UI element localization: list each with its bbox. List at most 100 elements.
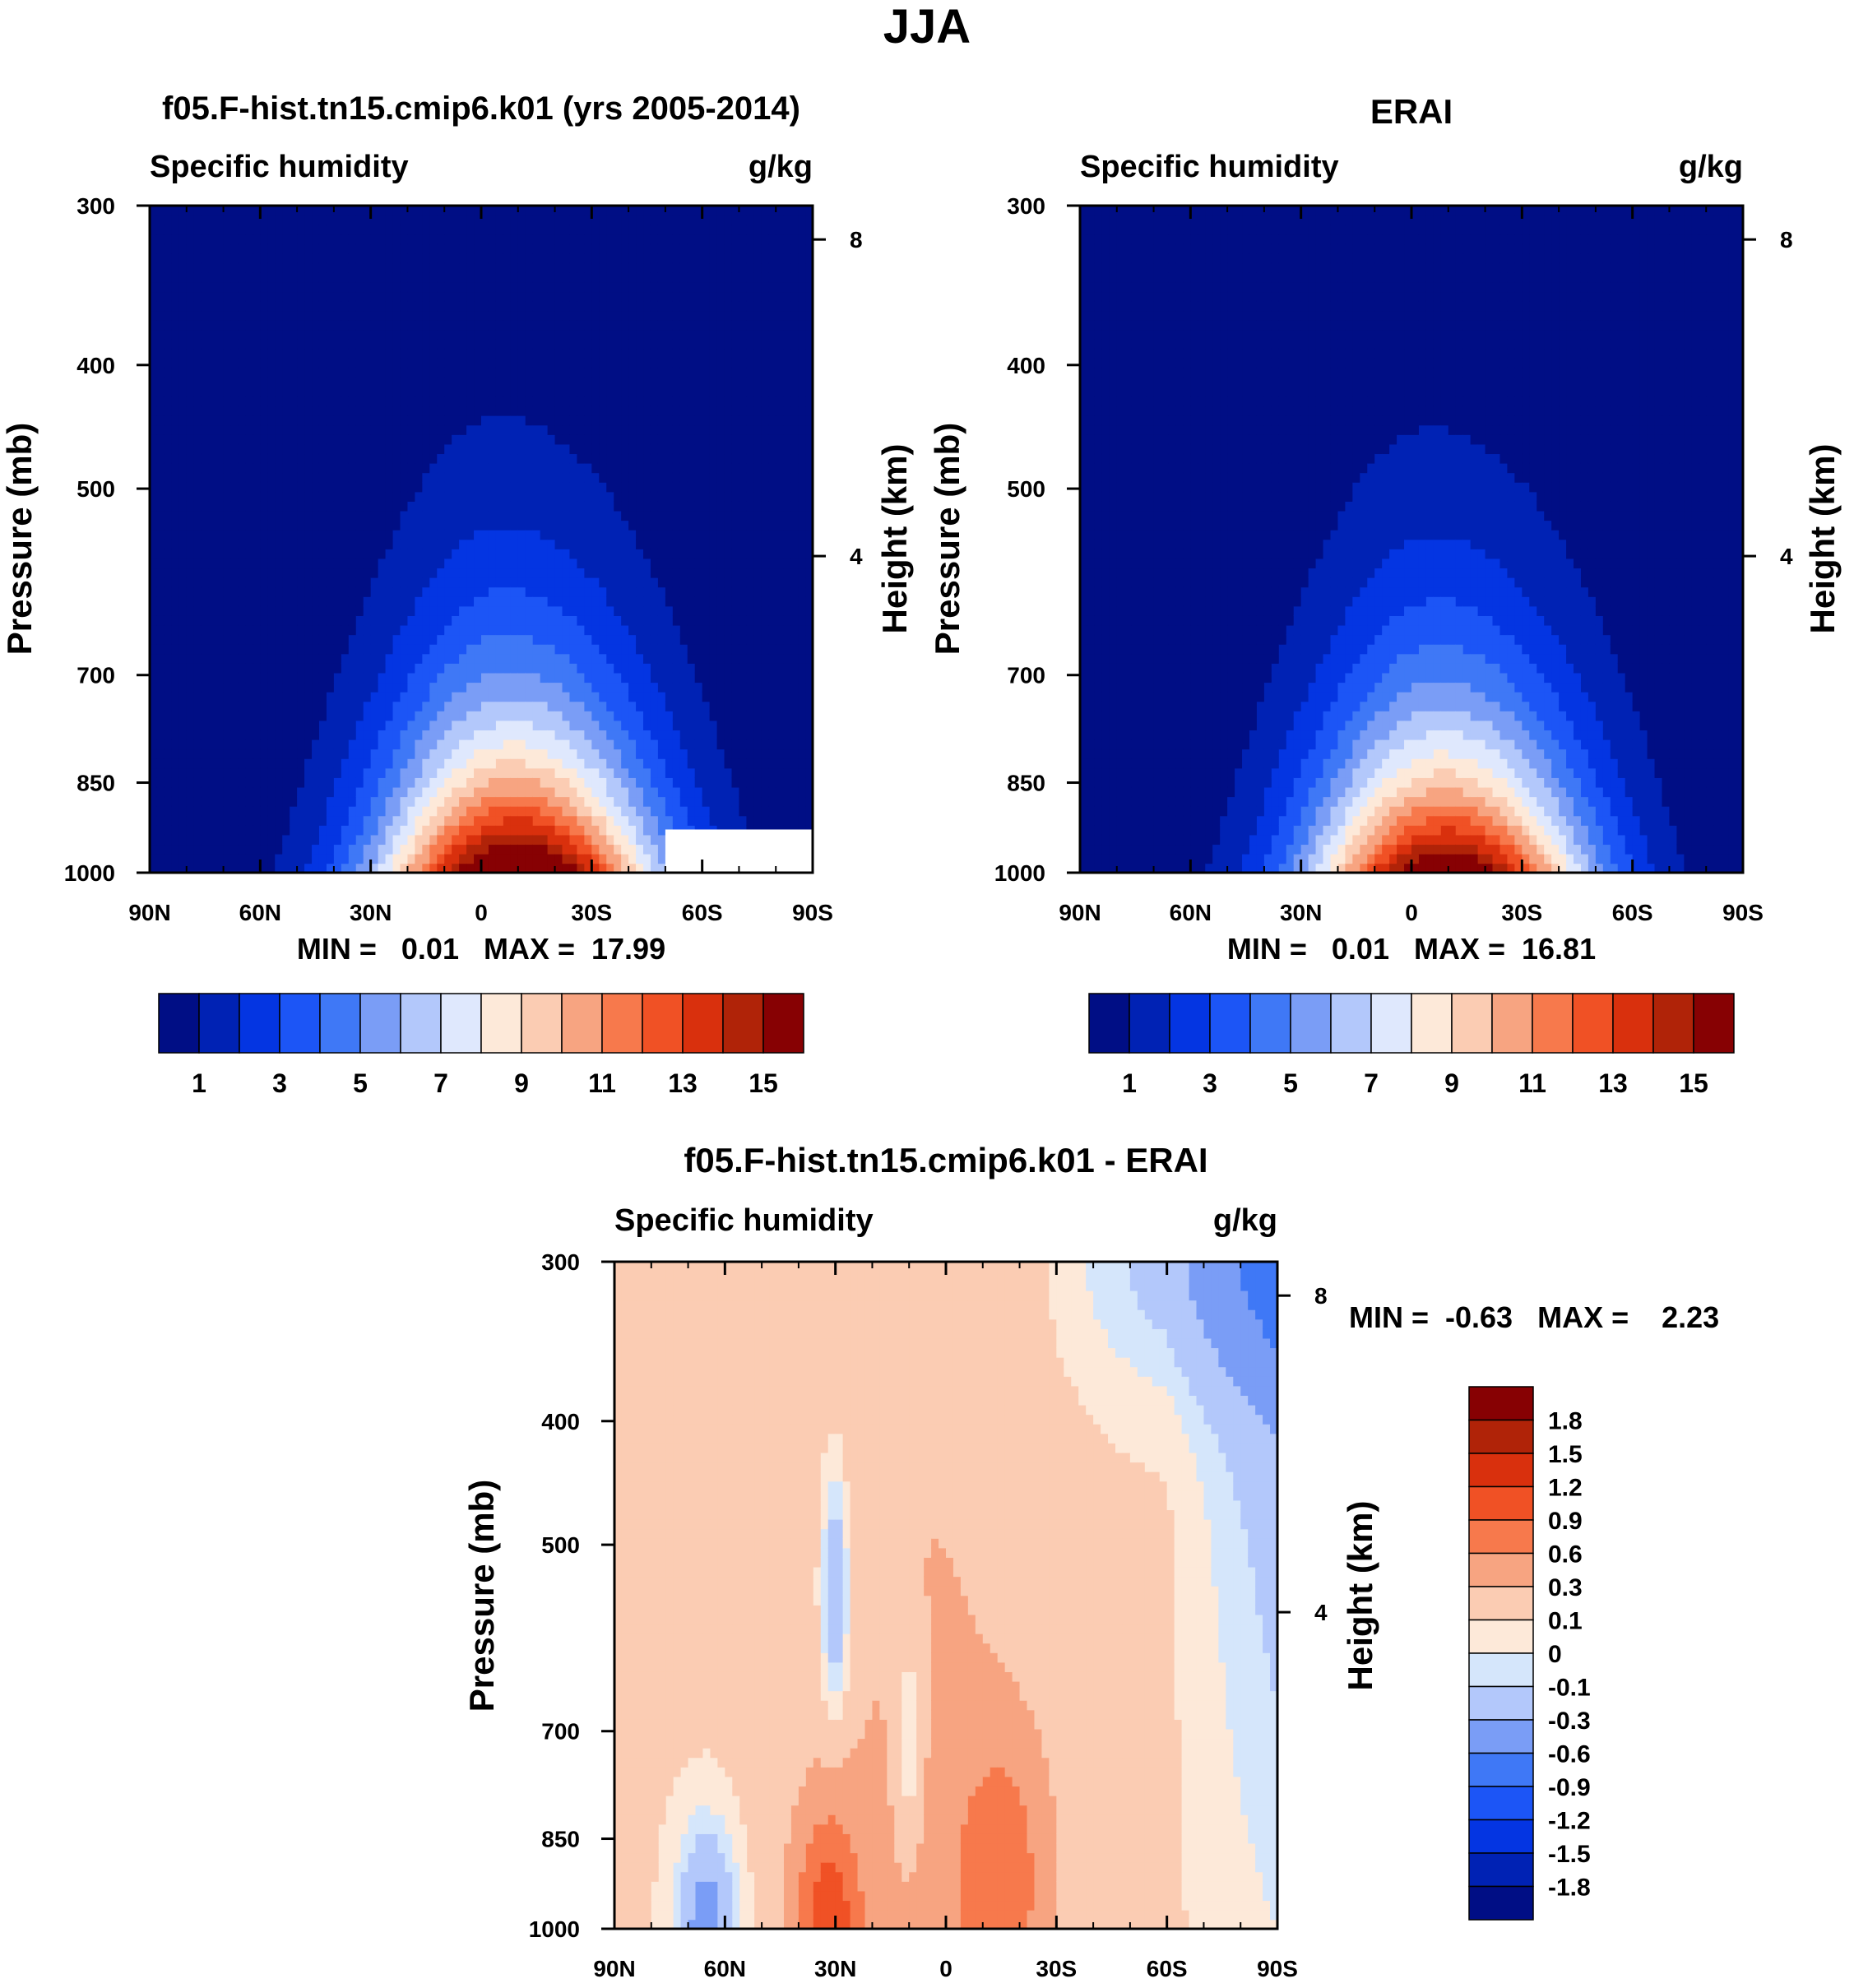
y2-tick-label: 4	[1780, 544, 1793, 569]
colorbar-box	[722, 993, 764, 1054]
panel-model-stats: MIN = 0.01 MAX = 17.99	[297, 932, 665, 966]
panel-obs-right-string: g/kg	[1679, 150, 1743, 184]
panel-diff-right-string: g/kg	[1213, 1203, 1277, 1238]
y-tick-label: 400	[541, 1409, 580, 1434]
y-tick-label: 850	[541, 1827, 580, 1852]
x-tick-label: 60N	[1170, 900, 1212, 925]
colorbar-box	[279, 993, 321, 1054]
x-tick-label: 60S	[682, 900, 723, 925]
colorbar-label: 0.1	[1548, 1608, 1583, 1635]
colorbar-box	[1169, 993, 1211, 1054]
colorbar-box	[561, 993, 603, 1054]
colorbar-label: 0.3	[1548, 1574, 1583, 1601]
y2-tick-label: 4	[1314, 1600, 1328, 1625]
panel-diff-stats: MIN = -0.63 MAX = 2.23	[1349, 1300, 1719, 1334]
panel-obs: ERAI Specific humidity g/kg 90N 60N 30N 0 30…	[928, 92, 1842, 1098]
colorbar-label: -1.2	[1548, 1808, 1591, 1835]
y2-tick-label: 8	[850, 227, 863, 253]
colorbar-box	[319, 993, 361, 1054]
colorbar-box	[682, 993, 724, 1054]
panel-obs-title: ERAI	[1370, 92, 1453, 131]
colorbar-box	[1129, 993, 1170, 1054]
colorbar-box	[762, 993, 804, 1054]
colorbar-box	[1468, 1453, 1534, 1488]
x-tick-label: 30S	[1501, 900, 1542, 925]
panel-obs-colorbar: 1 3 5 7 9 11 13 15	[1088, 993, 1735, 1098]
x-tick-label: 90S	[792, 900, 833, 925]
colorbar-label: 0.9	[1548, 1508, 1583, 1535]
y-tick-label: 400	[76, 353, 115, 378]
colorbar-label: 9	[514, 1068, 529, 1098]
colorbar-box	[1411, 993, 1453, 1054]
panel-obs-left-string: Specific humidity	[1080, 150, 1339, 184]
x-tick-label: 60S	[1612, 900, 1653, 925]
colorbar-box	[1468, 1852, 1534, 1888]
x-tick-label: 60N	[239, 900, 281, 925]
colorbar-label: 13	[668, 1068, 698, 1098]
panel-obs-plot	[1080, 206, 1743, 873]
panel-obs-stats: MIN = 0.01 MAX = 16.81	[1227, 932, 1596, 966]
colorbar-box	[1468, 1419, 1534, 1454]
panel-model-axes: 90N 60N 30N 0 30S 60S 90S 300 400 500 700 850 1000 8 4	[64, 193, 863, 925]
colorbar-box	[1209, 993, 1251, 1054]
colorbar-box	[359, 993, 401, 1054]
colorbar-box	[440, 993, 482, 1054]
colorbar-label: -0.1	[1548, 1675, 1591, 1702]
panel-model-colorbar: 1 3 5 7 9 11 13 15	[158, 993, 804, 1098]
panel-diff-axes: 90N 60N 30N 0 30S 60S 90S 300 400 500 700 850 1000 8 4	[529, 1249, 1328, 1981]
x-tick-label: 30N	[1280, 900, 1322, 925]
colorbar-box	[480, 993, 522, 1054]
colorbar-box	[400, 993, 442, 1054]
colorbar-label: 0.6	[1548, 1541, 1583, 1569]
colorbar-box	[1468, 1586, 1534, 1621]
colorbar-label: 5	[353, 1068, 368, 1098]
colorbar-box	[158, 993, 200, 1054]
colorbar-box	[1468, 1485, 1534, 1521]
x-tick-label: 90N	[593, 1956, 635, 1981]
panel-diff-title: f05.F-hist.tn15.cmip6.k01 - ERAI	[684, 1141, 1207, 1179]
panel-model-right-string: g/kg	[749, 150, 813, 184]
y-tick-label: 850	[76, 771, 115, 796]
y-tick-label: 850	[1007, 771, 1045, 796]
colorbar-box	[1468, 1519, 1534, 1555]
colorbar-box	[1249, 993, 1291, 1054]
x-tick-label: 90N	[1059, 900, 1101, 925]
colorbar-box	[1612, 993, 1654, 1054]
colorbar-label: 15	[749, 1068, 778, 1098]
colorbar-label: 7	[433, 1068, 448, 1098]
colorbar-label: 5	[1283, 1068, 1298, 1098]
colorbar-box	[1468, 1685, 1534, 1721]
colorbar-label: 1	[192, 1068, 206, 1098]
colorbar-label: -0.3	[1548, 1708, 1591, 1735]
panel-model-left-string: Specific humidity	[150, 150, 409, 184]
y-tick-label: 1000	[994, 860, 1045, 886]
colorbar-label: 1.8	[1548, 1408, 1583, 1435]
y-tick-label: 300	[541, 1249, 580, 1275]
y-tick-label: 300	[1007, 193, 1045, 219]
panel-diff-colorbar: 1.8 1.5 1.2 0.9 0.6 0.3 0.1 0 -0.1 -0.3 -0.6 -0.9 -1…	[1468, 1386, 1591, 1921]
colorbar-box	[1330, 993, 1372, 1054]
colorbar-box	[1468, 1786, 1534, 1821]
colorbar-box	[1468, 1819, 1534, 1854]
colorbar-box	[1290, 993, 1332, 1054]
panel-diff-y-label: Pressure (mb)	[462, 1480, 501, 1712]
missing-data-region	[665, 829, 813, 873]
colorbar-label: -1.5	[1548, 1841, 1591, 1868]
colorbar-label: 1.2	[1548, 1475, 1583, 1502]
colorbar-box	[1468, 1619, 1534, 1654]
panel-diff-left-string: Specific humidity	[614, 1203, 874, 1238]
x-tick-label: 60N	[704, 1956, 746, 1981]
colorbar-box	[601, 993, 643, 1054]
colorbar-label: 15	[1679, 1068, 1708, 1098]
colorbar-box	[1491, 993, 1533, 1054]
y-tick-label: 300	[76, 193, 115, 219]
colorbar-label: 7	[1364, 1068, 1379, 1098]
x-tick-label: 30N	[350, 900, 392, 925]
colorbar-label: -0.6	[1548, 1741, 1591, 1768]
colorbar-label: 1.5	[1548, 1441, 1583, 1468]
y2-tick-label: 8	[1780, 227, 1793, 253]
y-tick-label: 500	[541, 1532, 580, 1558]
y-tick-label: 500	[1007, 476, 1045, 502]
colorbar-box	[642, 993, 684, 1054]
